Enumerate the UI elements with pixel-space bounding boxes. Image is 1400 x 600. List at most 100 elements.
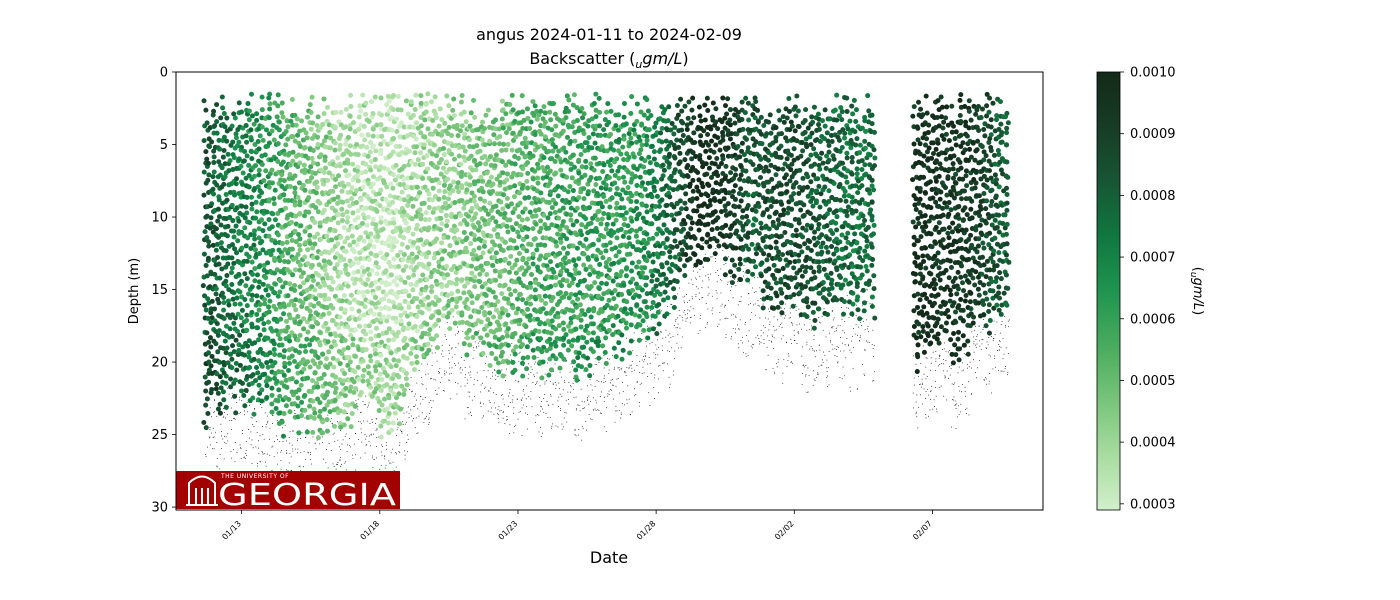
trail-point	[293, 430, 295, 432]
data-point	[308, 164, 314, 170]
trail-point	[821, 316, 823, 317]
data-point	[297, 128, 303, 134]
trail-point	[682, 319, 684, 321]
data-point	[524, 106, 530, 112]
trail-point	[930, 390, 932, 392]
trail-point	[725, 337, 727, 338]
data-point	[320, 312, 326, 318]
data-point	[391, 136, 397, 142]
trail-point	[590, 418, 592, 420]
trail-point	[992, 368, 994, 370]
data-point	[271, 347, 277, 353]
data-point	[244, 153, 250, 159]
trail-point	[982, 328, 984, 330]
data-point	[287, 281, 293, 287]
trail-point	[488, 400, 490, 402]
trail-point	[616, 378, 618, 380]
data-point	[512, 288, 518, 294]
data-point	[229, 255, 235, 261]
data-point	[265, 319, 271, 325]
trail-point	[305, 436, 307, 438]
data-point	[393, 319, 399, 325]
trail-point	[536, 382, 537, 384]
trail-point	[297, 448, 299, 450]
data-point	[473, 167, 479, 173]
trail-point	[412, 420, 414, 422]
trail-point	[416, 433, 418, 434]
data-point	[493, 250, 499, 256]
data-point	[287, 338, 293, 344]
trail-point	[402, 421, 403, 423]
trail-point	[803, 364, 805, 366]
trail-point	[831, 310, 833, 311]
data-point	[305, 247, 311, 253]
data-point	[426, 204, 432, 210]
trail-point	[536, 381, 538, 383]
trail-point	[785, 315, 786, 317]
data-point	[542, 134, 548, 140]
data-point	[218, 115, 224, 121]
data-point	[283, 129, 289, 135]
data-point	[444, 93, 450, 99]
data-point	[536, 112, 542, 118]
data-point	[296, 430, 302, 436]
data-point	[388, 387, 394, 393]
trail-point	[512, 399, 514, 401]
trail-point	[385, 442, 387, 443]
data-point	[493, 203, 499, 209]
data-point	[401, 176, 407, 182]
data-point	[338, 234, 344, 240]
data-point	[295, 194, 301, 200]
data-point	[277, 289, 283, 295]
data-point	[383, 268, 389, 274]
data-point	[536, 293, 542, 299]
data-point	[420, 272, 426, 278]
trail-point	[818, 317, 820, 319]
trail-point	[357, 408, 359, 410]
trail-point	[474, 341, 476, 343]
data-point	[275, 332, 281, 338]
trail-point	[985, 378, 987, 380]
trail-point	[433, 378, 435, 380]
trail-point	[209, 429, 211, 430]
trail-point	[518, 353, 520, 354]
data-point	[341, 347, 347, 353]
data-point	[249, 194, 255, 200]
data-point	[483, 112, 489, 118]
trail-point	[780, 307, 782, 309]
trail-point	[479, 403, 481, 404]
trail-point	[968, 366, 970, 368]
trail-point	[748, 292, 750, 294]
trail-point	[581, 426, 583, 428]
data-point	[405, 275, 411, 281]
data-point	[455, 288, 461, 294]
trail-point	[923, 373, 925, 375]
data-point	[307, 364, 313, 370]
data-point	[208, 310, 214, 316]
trail-point	[854, 333, 856, 335]
trail-point	[961, 346, 963, 347]
data-point	[304, 429, 310, 435]
trail-point	[730, 336, 732, 338]
data-point	[412, 323, 418, 329]
data-point	[513, 310, 519, 316]
trail-point	[483, 369, 485, 371]
trail-point	[240, 448, 242, 450]
data-point	[406, 293, 412, 299]
trail-point	[734, 315, 736, 317]
trail-point	[738, 328, 740, 330]
trail-point	[263, 438, 265, 440]
trail-point	[659, 365, 661, 367]
data-point	[542, 168, 548, 174]
trail-point	[488, 389, 490, 391]
trail-point	[223, 458, 225, 460]
trail-point	[1005, 347, 1007, 349]
trail-point	[492, 375, 493, 377]
data-point	[336, 211, 342, 217]
data-point	[353, 386, 359, 392]
data-point	[399, 189, 405, 195]
trail-point	[955, 403, 956, 405]
trail-point	[561, 376, 562, 378]
trail-point	[366, 435, 368, 437]
data-point	[526, 332, 532, 338]
